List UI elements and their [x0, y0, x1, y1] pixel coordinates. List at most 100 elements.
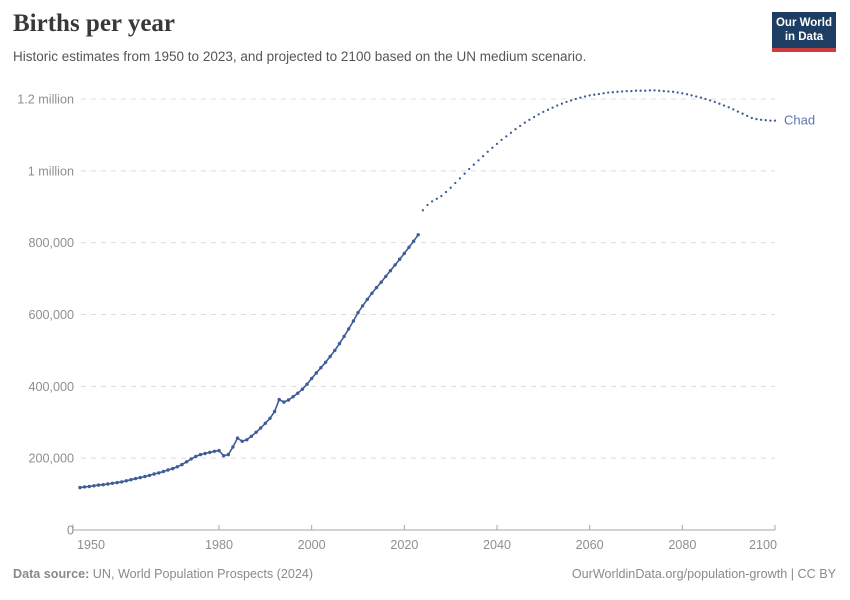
series-historic-point — [152, 472, 156, 476]
series-projection-point — [685, 93, 689, 96]
series-historic-point — [92, 484, 96, 488]
data-source-value: UN, World Population Prospects (2024) — [89, 567, 314, 581]
data-source: Data source: UN, World Population Prospe… — [13, 567, 313, 581]
series-historic-point — [393, 263, 397, 267]
series-historic-point — [231, 445, 235, 449]
series-projection-point — [514, 128, 517, 131]
series-projection-point — [708, 99, 712, 102]
series-projection-point — [727, 106, 730, 109]
series-historic-point — [254, 430, 258, 434]
series-historic-point — [310, 376, 314, 381]
series-historic-point — [328, 354, 332, 359]
series-historic-point — [133, 476, 138, 481]
series-historic-point — [189, 457, 193, 461]
series-projection-point — [565, 100, 568, 104]
series-projection-point — [505, 135, 508, 138]
series-historic-point — [291, 395, 295, 399]
series-historic-point — [240, 439, 244, 443]
y-tick-label: 600,000 — [28, 308, 74, 322]
series-projection-point — [750, 116, 753, 120]
series-projection-point — [699, 96, 703, 99]
series-projection-point — [495, 142, 499, 146]
series-historic-point — [411, 239, 416, 243]
x-tick-label: 2100 — [749, 538, 777, 552]
series-historic-point — [374, 285, 379, 290]
series-historic-point — [360, 304, 365, 308]
series-projection-point — [722, 104, 726, 107]
series-historic-point — [110, 481, 115, 485]
series-projection-point — [519, 124, 522, 128]
series-projection-point — [644, 89, 647, 92]
series-projection-point — [463, 172, 466, 175]
series-historic-point — [212, 449, 217, 453]
y-tick-label: 1 million — [28, 164, 74, 178]
x-tick-label: 1980 — [205, 538, 233, 552]
series-historic-point — [384, 274, 388, 279]
series-historic-point — [226, 452, 230, 457]
series-projection-point — [454, 181, 457, 185]
series-projection-point — [769, 119, 772, 122]
series-historic-point — [333, 348, 337, 353]
series-projection-point — [500, 138, 503, 142]
series-projection-point — [583, 95, 587, 98]
x-tick-label: 2040 — [483, 538, 511, 552]
data-source-label: Data source: — [13, 567, 90, 581]
series-projection-point — [639, 89, 642, 92]
series-historic-point — [416, 233, 420, 237]
series-projection-point — [611, 91, 614, 94]
series-projection-point — [736, 110, 740, 113]
series-projection-point — [593, 93, 596, 96]
series-projection-point — [551, 106, 554, 109]
series-projection-point — [477, 159, 480, 162]
series-projection-point — [732, 108, 735, 111]
series-projection-point — [579, 96, 582, 99]
logo-line-1: Our World — [775, 17, 832, 29]
x-tick-label: 1950 — [77, 538, 105, 552]
series-projection-point — [430, 200, 434, 203]
series-projection-point — [569, 99, 573, 102]
series-projection-point — [634, 89, 638, 92]
series-projection-point — [491, 146, 494, 149]
series-projection-point — [695, 95, 698, 98]
y-tick-label: 400,000 — [28, 380, 74, 394]
logo-line-2: in Data — [784, 31, 824, 44]
chart-title: Births per year — [13, 10, 176, 37]
series-historic-point — [101, 483, 105, 487]
series-projection-point — [426, 203, 429, 207]
series-historic-point — [124, 479, 128, 483]
series-projection-point — [602, 92, 605, 95]
series-projection-point — [574, 97, 577, 101]
series-historic-point — [129, 478, 133, 482]
footer-link: OurWorldinData.org/population-growth | C… — [571, 567, 836, 581]
series-projection-point — [444, 190, 448, 194]
series-projection-point — [681, 92, 684, 95]
series-historic-point — [143, 474, 147, 479]
series-historic-point — [203, 451, 207, 456]
series-projection-point — [616, 90, 619, 93]
series-projection-point — [481, 154, 485, 158]
series-historic-point — [147, 473, 152, 478]
series-historic-point — [351, 319, 356, 323]
series-historic-point — [300, 387, 305, 391]
series-historic-point — [161, 469, 166, 474]
series-projection-point — [620, 90, 624, 93]
series-historic-point — [277, 397, 281, 402]
series-historic-point — [96, 483, 101, 487]
series-projection-point — [472, 163, 475, 166]
series-projection-point — [667, 90, 670, 93]
series-projection-point — [630, 89, 633, 93]
series-projection-point — [671, 90, 675, 93]
series-projection-point — [690, 94, 693, 97]
y-tick-label: 200,000 — [28, 452, 74, 466]
series-projection-point — [607, 91, 610, 94]
entity-label: Chad — [784, 113, 815, 128]
series-projection-point — [486, 150, 489, 153]
series-historic-point — [365, 297, 369, 302]
chart-footer: Data source: UN, World Population Prospe… — [13, 567, 836, 581]
series-historic-point — [245, 438, 249, 442]
series-projection-point — [440, 194, 443, 198]
series-historic-point — [402, 251, 406, 256]
series-historic-point — [138, 475, 142, 480]
